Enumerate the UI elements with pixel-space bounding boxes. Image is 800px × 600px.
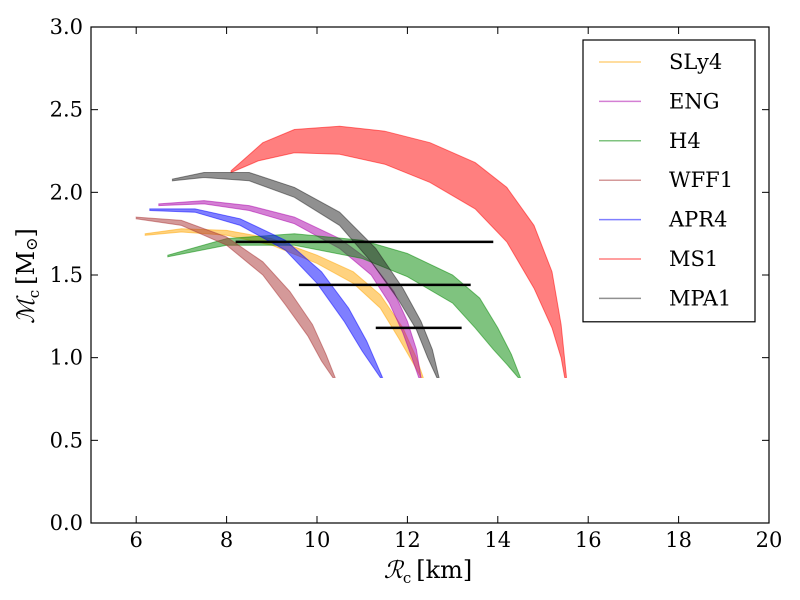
legend-label-h4: H4 <box>669 129 701 153</box>
x-tick-label: 8 <box>220 528 233 552</box>
band-mpa1 <box>171 172 440 378</box>
y-tick-label: 0.5 <box>50 428 83 452</box>
legend-label-sly4: SLy4 <box>669 50 722 74</box>
band-ms1 <box>230 125 568 378</box>
y-tick-label: 2.5 <box>50 98 83 122</box>
legend-label-apr4: APR4 <box>668 208 727 232</box>
legend-label-ms1: MS1 <box>669 247 718 271</box>
x-tick-label: 12 <box>394 528 421 552</box>
y-tick-label: 1.5 <box>50 263 83 287</box>
legend-label-wff1: WFF1 <box>669 168 733 192</box>
y-tick-label: 1.0 <box>50 346 83 370</box>
legend-label-mpa1: MPA1 <box>669 286 731 310</box>
x-tick-label: 14 <box>484 528 511 552</box>
y-tick-label: 2.0 <box>50 180 83 204</box>
x-tick-label: 16 <box>575 528 602 552</box>
band-h4 <box>167 233 522 378</box>
band-eng <box>158 200 422 378</box>
legend-label-eng: ENG <box>669 89 719 113</box>
y-axis-label: ℳc[M⊙] <box>12 228 43 324</box>
segments-layer <box>235 240 494 330</box>
x-axis-label: ℛc [km] <box>384 556 473 587</box>
y-tick-label: 3.0 <box>50 15 83 39</box>
x-tick-label: 20 <box>756 528 783 552</box>
y-tick-label: 0.0 <box>50 511 83 535</box>
band-apr4 <box>149 208 384 378</box>
x-tick-label: 6 <box>130 528 143 552</box>
bands-layer <box>135 125 568 378</box>
ticks-layer: 6 8 10 12 14 16 18 20 0.0 0.5 1.0 1.5 2.0 2.5 3.0 <box>50 15 783 552</box>
legend: SLy4 ENG H4 WFF1 APR4 MS1 MPA1 <box>582 39 756 323</box>
band-wff1 <box>135 216 336 378</box>
x-tick-label: 10 <box>304 528 331 552</box>
x-tick-label: 18 <box>665 528 692 552</box>
